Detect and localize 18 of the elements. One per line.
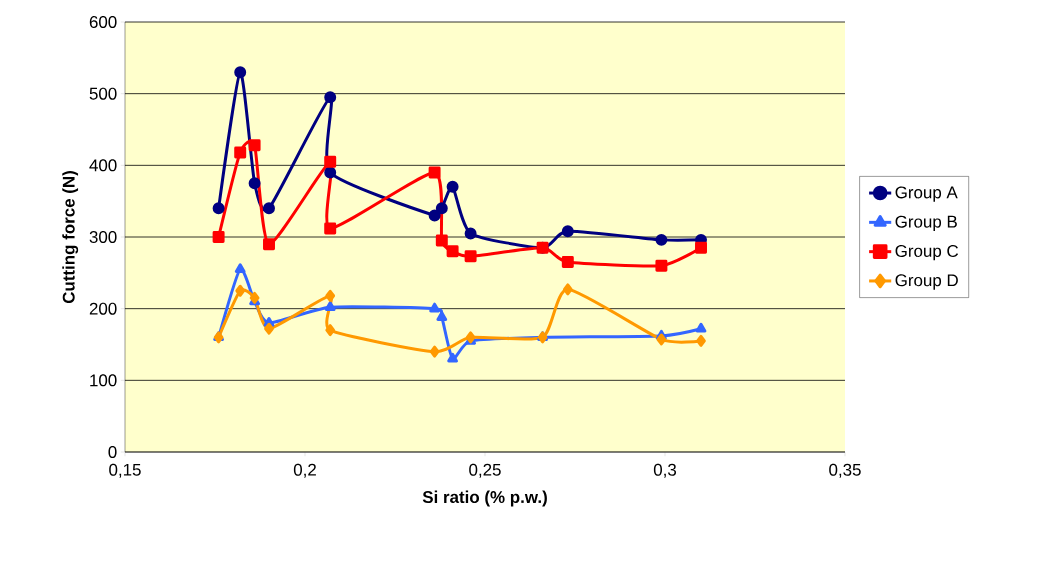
x-axis-title: Si ratio (% p.w.) xyxy=(422,490,547,507)
x-tick-label: 0,35 xyxy=(829,463,861,478)
y-tick-label: 600 xyxy=(89,16,117,28)
y-tick-label: 100 xyxy=(90,374,117,387)
x-tick-label: 0,15 xyxy=(109,463,141,478)
legend-label: Group D xyxy=(895,274,958,290)
legend-label: Group B xyxy=(895,215,957,232)
y-tick-label: 400 xyxy=(89,159,117,172)
y-tick-label: 500 xyxy=(89,87,117,100)
y-tick-label: 300 xyxy=(89,231,117,243)
y-axis-title: Cutting force (N) xyxy=(62,171,79,304)
y-tick-label: 200 xyxy=(89,302,117,315)
x-tick-label: 0,2 xyxy=(293,463,316,478)
legend-label: Group C xyxy=(895,244,959,261)
x-tick-label: 0,25 xyxy=(469,463,501,478)
x-tick-label: 0,3 xyxy=(653,463,677,478)
y-tick-label: 0 xyxy=(108,446,117,458)
legend-label: Group A xyxy=(895,186,958,202)
